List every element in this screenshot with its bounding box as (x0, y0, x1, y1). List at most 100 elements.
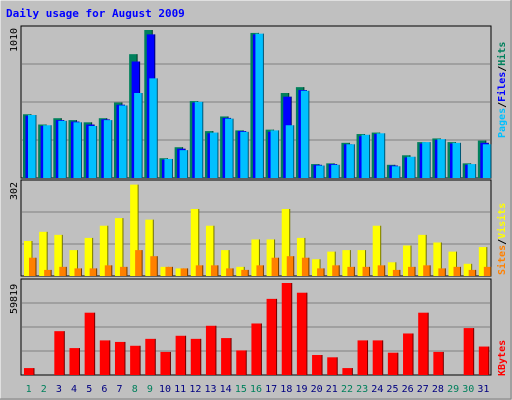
bar-kbytes-day-31 (478, 346, 489, 375)
bar-pages-day-20 (316, 165, 325, 178)
bar-sites-day-28 (438, 268, 446, 276)
bar-pages-day-4 (73, 122, 82, 178)
bar-visits-day-18 (281, 208, 290, 276)
bar-visits-day-15 (236, 266, 245, 276)
bar-kbytes-day-6 (99, 340, 110, 375)
panel-visits-sites-bars (24, 184, 492, 276)
bar-pages-day-31 (482, 144, 491, 178)
bar-kbytes-day-27 (418, 312, 429, 375)
day-label-21: 21 (326, 384, 338, 395)
bar-kbytes-day-4 (69, 348, 80, 375)
bar-kbytes-day-5 (84, 312, 95, 375)
bar-visits-day-22 (342, 250, 351, 276)
day-label-17: 17 (265, 384, 277, 395)
panel-visits-sites-legend: Sites/Visits (496, 203, 508, 275)
legend1-item-2: Files (496, 72, 508, 102)
day-label-18: 18 (280, 384, 292, 395)
bar-visits-day-12 (190, 208, 199, 276)
panel-kbytes-legend: KBytes (497, 340, 508, 376)
legend1-item-3: / (497, 66, 508, 72)
day-label-6: 6 (101, 384, 107, 395)
day-label-28: 28 (432, 384, 444, 395)
bar-visits-day-16 (251, 239, 260, 276)
bar-pages-day-14 (225, 118, 234, 178)
panel-visits-sites: 302 Sites/Visits (9, 179, 508, 277)
bar-kbytes-day-22 (342, 368, 353, 375)
bar-kbytes-day-8 (130, 345, 141, 375)
bar-kbytes-day-12 (190, 338, 201, 375)
bar-pages-day-28 (437, 139, 446, 178)
bar-visits-day-11 (175, 268, 184, 276)
bar-visits-day-1 (24, 240, 32, 276)
bar-pages-day-3 (58, 120, 67, 178)
day-label-30: 30 (462, 384, 474, 395)
bar-pages-day-29 (452, 142, 461, 178)
day-label-10: 10 (159, 384, 171, 395)
bar-pages-day-30 (467, 164, 476, 178)
bar-visits-day-3 (54, 234, 63, 276)
day-label-23: 23 (356, 384, 368, 395)
bar-kbytes-day-23 (357, 340, 368, 375)
bar-visits-day-26 (403, 245, 412, 276)
bar-visits-day-20 (312, 259, 321, 276)
bar-kbytes-day-21 (327, 357, 338, 375)
bar-sites-day-17 (271, 257, 279, 276)
bar-sites-day-13 (210, 265, 218, 276)
bar-sites-day-31 (483, 266, 491, 276)
legend2-item-2: Visits (496, 203, 508, 239)
bar-kbytes-day-3 (54, 331, 65, 375)
day-label-5: 5 (86, 384, 92, 395)
bar-pages-day-17 (270, 130, 279, 178)
bar-kbytes-day-24 (372, 340, 383, 375)
bar-visits-day-30 (463, 263, 472, 276)
bar-kbytes-day-15 (236, 350, 247, 375)
legend2-item-1: / (497, 239, 508, 245)
bar-pages-day-13 (209, 132, 218, 178)
bar-visits-day-21 (327, 251, 336, 276)
bar-visits-day-4 (69, 250, 78, 276)
bar-pages-day-8 (134, 93, 143, 178)
day-label-9: 9 (147, 384, 153, 395)
panel-hits-files-pages-bars (23, 30, 492, 179)
bar-sites-day-10 (165, 266, 173, 276)
bar-sites-day-25 (392, 269, 400, 276)
day-label-13: 13 (204, 384, 216, 395)
bar-visits-day-13 (205, 225, 214, 276)
bar-pages-day-26 (407, 156, 416, 178)
bar-kbytes-day-26 (403, 333, 414, 375)
bar-visits-day-24 (372, 225, 381, 276)
bar-sites-day-9 (150, 256, 158, 276)
bar-kbytes-day-20 (312, 355, 323, 375)
bar-visits-day-9 (145, 219, 154, 276)
bar-visits-day-5 (84, 237, 93, 276)
day-label-8: 8 (132, 384, 138, 395)
bar-pages-day-15 (240, 131, 249, 178)
chart-title: Daily usage for August 2009 (6, 7, 185, 20)
bar-kbytes-day-9 (145, 338, 156, 375)
bar-sites-day-23 (362, 266, 370, 276)
bar-pages-day-18 (285, 125, 294, 178)
day-label-22: 22 (341, 384, 353, 395)
bar-sites-day-2 (44, 269, 52, 276)
bar-kbytes-day-16 (251, 323, 262, 375)
day-label-15: 15 (235, 384, 247, 395)
bar-pages-day-16 (255, 33, 264, 179)
bar-sites-day-3 (59, 266, 67, 276)
legend1-item-4: Hits (496, 42, 508, 66)
panel-visits-sites-max-label: 302 (9, 182, 20, 200)
bar-sites-day-19 (301, 257, 309, 276)
bar-visits-day-23 (357, 250, 366, 276)
day-label-4: 4 (71, 384, 77, 395)
panel-kbytes-bars (24, 283, 490, 375)
bar-sites-day-24 (377, 265, 385, 276)
day-label-19: 19 (295, 384, 307, 395)
bar-sites-day-18 (286, 256, 294, 276)
day-label-3: 3 (56, 384, 62, 395)
bar-visits-day-7 (114, 218, 123, 276)
bar-pages-day-25 (391, 166, 400, 178)
bar-visits-day-17 (266, 239, 275, 276)
bar-kbytes-day-25 (387, 352, 398, 375)
day-axis-labels: 1 2 3 4 5 6 7 8 9 10 11 12 13 14 15 16 17 18 19 20 21 22 23 24 2… (26, 384, 490, 395)
day-label-14: 14 (220, 384, 232, 395)
day-label-20: 20 (311, 384, 323, 395)
